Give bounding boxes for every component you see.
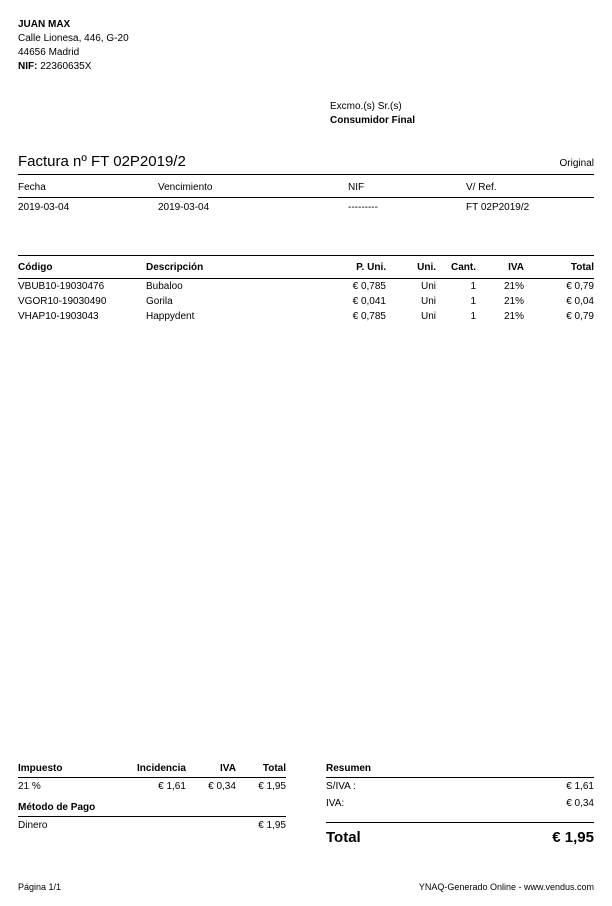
payment-amount: € 1,95 <box>156 817 286 835</box>
meta-vref-value: FT 02P2019/2 <box>466 202 594 213</box>
payment-header: Método de Pago <box>18 799 286 817</box>
item-uni: Uni <box>386 294 436 309</box>
item-total: € 0,04 <box>524 294 594 309</box>
tax-h-impuesto: Impuesto <box>18 760 98 778</box>
payment-table: Método de Pago Dinero € 1,95 <box>18 799 286 834</box>
tax-h-iva: IVA <box>186 760 236 778</box>
payment-method: Dinero <box>18 817 156 835</box>
item-iva: 21% <box>476 279 524 295</box>
meta-fecha-value: 2019-03-04 <box>18 202 158 213</box>
items-h-puni: P. Uni. <box>316 256 386 279</box>
meta-fecha: Fecha 2019-03-04 <box>18 182 158 213</box>
items-h-cant: Cant. <box>436 256 476 279</box>
meta-row: Fecha 2019-03-04 Vencimiento 2019-03-04 … <box>18 182 594 213</box>
footer: Página 1/1 YNAQ-Generado Online - www.ve… <box>18 882 594 892</box>
meta-vref: V/ Ref. FT 02P2019/2 <box>466 182 594 213</box>
items-header-row: Código Descripción P. Uni. Uni. Cant. IV… <box>18 256 594 279</box>
meta-nif-value: --------- <box>348 202 466 213</box>
sender-address-1: Calle Lionesa, 446, G-20 <box>18 32 594 46</box>
summary-iva-value: € 0,34 <box>465 795 594 812</box>
item-puni: € 0,785 <box>316 279 386 295</box>
table-row: VGOR10-19030490Gorila€ 0,041Uni121%€ 0,0… <box>18 294 594 309</box>
grand-total-label: Total <box>326 829 361 846</box>
tax-table: Impuesto Incidencia IVA Total 21 % € 1,6… <box>18 760 286 795</box>
item-puni: € 0,785 <box>316 309 386 324</box>
items-table: Código Descripción P. Uni. Uni. Cant. IV… <box>18 255 594 324</box>
sender-nif-row: NIF: 22360635X <box>18 60 594 74</box>
items-h-total: Total <box>524 256 594 279</box>
item-codigo: VHAP10-1903043 <box>18 309 146 324</box>
item-desc: Happydent <box>146 309 316 324</box>
tax-h-total: Total <box>236 760 286 778</box>
summary-iva-row: IVA: € 0,34 <box>326 795 594 812</box>
item-cant: 1 <box>436 294 476 309</box>
meta-venc-label: Vencimiento <box>158 182 348 198</box>
invoice-title: Factura nº FT 02P2019/2 <box>18 153 186 170</box>
summary-siva-row: S/IVA : € 1,61 <box>326 778 594 796</box>
sender-block: JUAN MAX Calle Lionesa, 446, G-20 44656 … <box>18 18 594 74</box>
sender-nif-value: 22360635X <box>40 61 91 72</box>
table-row: VBUB10-19030476Bubaloo€ 0,785Uni121%€ 0,… <box>18 279 594 295</box>
item-uni: Uni <box>386 279 436 295</box>
sender-name: JUAN MAX <box>18 18 594 32</box>
items-h-iva: IVA <box>476 256 524 279</box>
grand-total-value: € 1,95 <box>552 829 594 846</box>
recipient-consumer: Consumidor Final <box>330 114 415 128</box>
tax-impuesto: 21 % <box>18 778 98 796</box>
items-h-uni: Uni. <box>386 256 436 279</box>
meta-fecha-label: Fecha <box>18 182 158 198</box>
item-codigo: VBUB10-19030476 <box>18 279 146 295</box>
items-h-codigo: Código <box>18 256 146 279</box>
bottom-area: Impuesto Incidencia IVA Total 21 % € 1,6… <box>18 760 594 846</box>
item-cant: 1 <box>436 279 476 295</box>
sender-nif-label: NIF: <box>18 61 37 72</box>
tax-h-incidencia: Incidencia <box>98 760 186 778</box>
item-total: € 0,79 <box>524 279 594 295</box>
item-total: € 0,79 <box>524 309 594 324</box>
meta-vref-label: V/ Ref. <box>466 182 594 198</box>
meta-vencimiento: Vencimiento 2019-03-04 <box>158 182 348 213</box>
grand-total-row: Total € 1,95 <box>326 822 594 846</box>
item-cant: 1 <box>436 309 476 324</box>
tax-row: 21 % € 1,61 € 0,34 € 1,95 <box>18 778 286 796</box>
payment-row: Dinero € 1,95 <box>18 817 286 835</box>
item-iva: 21% <box>476 294 524 309</box>
recipient-block: Excmo.(s) Sr.(s) Consumidor Final <box>330 100 415 127</box>
meta-nif: NIF --------- <box>348 182 466 213</box>
footer-generated: YNAQ-Generado Online - www.vendus.com <box>419 882 594 892</box>
table-row: VHAP10-1903043Happydent€ 0,785Uni121%€ 0… <box>18 309 594 324</box>
item-iva: 21% <box>476 309 524 324</box>
summary-iva-label: IVA: <box>326 795 465 812</box>
summary-siva-label: S/IVA : <box>326 778 465 796</box>
summary-siva-value: € 1,61 <box>465 778 594 796</box>
tax-total: € 1,95 <box>236 778 286 796</box>
footer-page: Página 1/1 <box>18 882 61 892</box>
meta-venc-value: 2019-03-04 <box>158 202 348 213</box>
summary-table: Resumen S/IVA : € 1,61 IVA: € 0,34 <box>326 760 594 812</box>
invoice-original-flag: Original <box>560 158 594 169</box>
right-summary-block: Resumen S/IVA : € 1,61 IVA: € 0,34 Total… <box>326 760 594 846</box>
tax-iva: € 0,34 <box>186 778 236 796</box>
items-h-desc: Descripción <box>146 256 316 279</box>
invoice-title-row: Factura nº FT 02P2019/2 Original <box>18 153 594 175</box>
item-codigo: VGOR10-19030490 <box>18 294 146 309</box>
left-summary-block: Impuesto Incidencia IVA Total 21 % € 1,6… <box>18 760 286 846</box>
item-uni: Uni <box>386 309 436 324</box>
sender-address-2: 44656 Madrid <box>18 46 594 60</box>
meta-nif-label: NIF <box>348 182 466 198</box>
item-desc: Gorila <box>146 294 316 309</box>
item-desc: Bubaloo <box>146 279 316 295</box>
item-puni: € 0,041 <box>316 294 386 309</box>
summary-header: Resumen <box>326 760 594 778</box>
tax-incidencia: € 1,61 <box>98 778 186 796</box>
recipient-salutation: Excmo.(s) Sr.(s) <box>330 100 415 114</box>
